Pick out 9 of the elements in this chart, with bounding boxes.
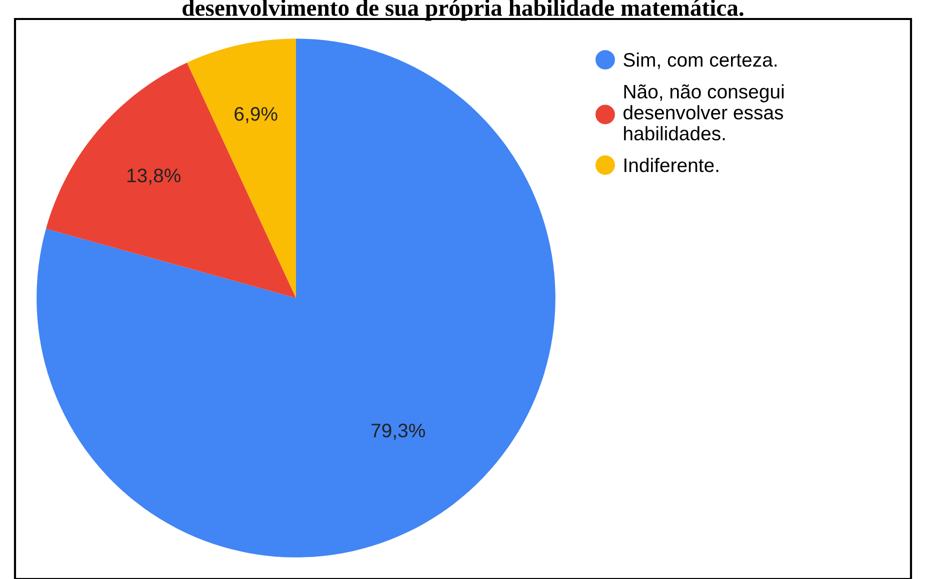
legend-label: Não, não consegui desenvolver essas habilidades.: [624, 84, 784, 140]
data-label: 6,9%: [234, 107, 278, 124]
pie-slice: [187, 38, 296, 298]
legend-label: Indiferente.: [624, 158, 718, 172]
pie-slice: [36, 38, 556, 558]
data-label: 13,8%: [128, 168, 180, 185]
legend-label: Sim, com certeza.: [624, 52, 777, 70]
pie-slice: [46, 62, 296, 298]
data-label: 79,3%: [372, 424, 425, 440]
